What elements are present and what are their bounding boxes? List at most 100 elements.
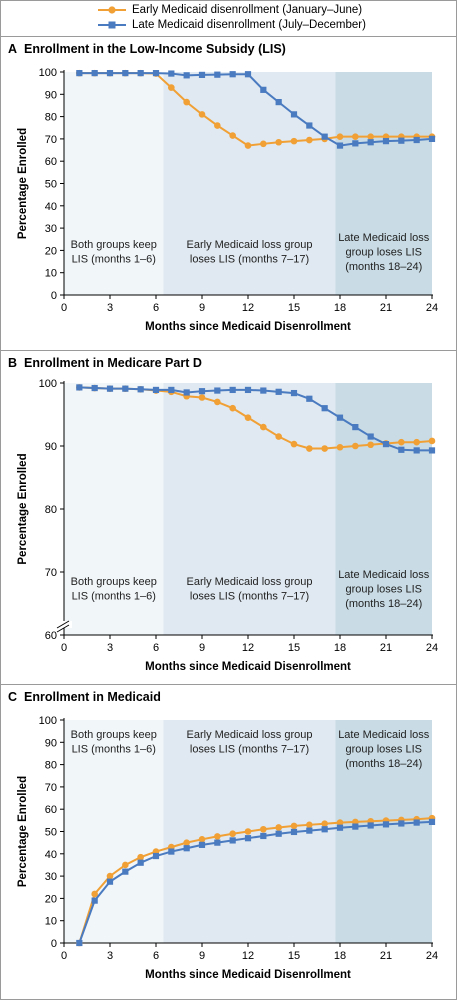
- period-label-line: group loses LIS: [346, 744, 422, 756]
- data-point-early: [413, 438, 420, 446]
- data-point-early: [122, 861, 129, 869]
- data-point-early: [91, 890, 98, 898]
- data-point-late: [168, 848, 175, 855]
- data-point-early: [168, 84, 175, 91]
- data-point-late: [198, 71, 206, 78]
- period-label-line: LIS (months 1–6): [72, 744, 156, 756]
- data-point-late: [198, 841, 206, 848]
- data-point-late: [229, 386, 236, 394]
- legend-label-late: Late Medicaid disenrollment (July–Decemb…: [132, 18, 366, 31]
- data-point-late: [244, 71, 252, 78]
- panel-a-heading: A Enrollment in the Low-Income Subsidy (L…: [8, 42, 286, 56]
- period-label-line: loses LIS (months 7–17): [190, 591, 309, 603]
- y-tick-label: 90: [45, 737, 57, 749]
- x-tick-label: 6: [153, 642, 159, 654]
- x-tick-label: 3: [107, 302, 113, 314]
- period-label: Late Medicaid loss group loses LIS (months…: [338, 232, 430, 273]
- data-point-late: [352, 424, 359, 431]
- x-tick-label: 21: [380, 642, 392, 654]
- data-point-late: [428, 818, 436, 826]
- x-tick-label: 6: [153, 950, 159, 962]
- data-point-late: [137, 70, 144, 77]
- data-point-late: [260, 86, 267, 93]
- data-point-late: [275, 388, 282, 395]
- data-point-late: [275, 830, 282, 837]
- data-point-late: [122, 70, 129, 77]
- x-tick-label: 21: [380, 302, 392, 314]
- data-point-early: [321, 820, 328, 827]
- period-label-line: Early Medicaid loss group: [187, 239, 313, 251]
- data-point-late: [398, 137, 405, 144]
- data-point-late: [260, 387, 267, 394]
- y-tick-label: 10: [45, 916, 57, 928]
- period-shade: [163, 383, 336, 635]
- period-label-line: Both groups keep: [71, 576, 157, 588]
- y-tick-label: 10: [45, 268, 57, 280]
- y-axis-label: Percentage Enrolled: [17, 453, 29, 564]
- y-tick-label: 100: [39, 378, 57, 390]
- data-point-late: [382, 441, 390, 448]
- legend-key-early: [98, 5, 126, 14]
- data-point-late: [137, 386, 144, 393]
- data-point-early: [229, 830, 236, 838]
- x-axis-label: Months since Medicaid Disenrollment: [145, 969, 351, 981]
- panel-a-divider: [1, 36, 456, 37]
- x-tick-label: 15: [288, 642, 300, 654]
- y-axis-label: Percentage Enrolled: [17, 776, 29, 887]
- data-point-early: [306, 445, 313, 452]
- data-point-early: [275, 824, 282, 831]
- axis-break-gap: [56, 621, 72, 628]
- data-point-early: [260, 423, 267, 431]
- y-tick-label: 40: [45, 201, 57, 213]
- y-tick-label: 30: [45, 871, 57, 883]
- data-point-early: [398, 438, 405, 446]
- data-point-late: [336, 142, 344, 149]
- data-point-late: [152, 70, 160, 77]
- axis-break-mark: [56, 620, 70, 629]
- x-tick-label: 3: [107, 950, 113, 962]
- data-point-early: [244, 414, 252, 421]
- period-shade: [64, 720, 164, 943]
- data-point-early: [275, 138, 282, 146]
- period-shade: [335, 720, 432, 943]
- data-point-late: [413, 819, 420, 826]
- period-label-line: (months 18–24): [345, 758, 422, 770]
- data-point-early: [214, 122, 221, 129]
- legend-label-early: Early Medicaid disenrollment (January–Ju…: [132, 3, 363, 16]
- y-tick-label: 90: [45, 89, 57, 101]
- period-shade: [64, 72, 164, 295]
- data-point-early: [290, 440, 298, 448]
- x-tick-label: 15: [288, 302, 300, 314]
- data-point-early: [260, 140, 267, 148]
- data-point-early: [106, 872, 114, 880]
- data-point-early: [260, 825, 267, 833]
- data-point-late: [152, 852, 160, 860]
- data-point-late: [367, 822, 374, 829]
- data-point-early: [198, 394, 206, 401]
- y-tick-label: 50: [45, 827, 57, 839]
- data-point-late: [106, 70, 114, 77]
- data-point-early: [229, 132, 236, 139]
- data-point-late: [290, 828, 298, 836]
- y-tick-label: 80: [45, 112, 57, 124]
- data-point-late: [275, 99, 282, 106]
- data-point-late: [122, 385, 129, 392]
- x-tick-label: 12: [242, 642, 254, 654]
- period-label-line: Early Medicaid loss group: [187, 729, 313, 741]
- period-label-line: Early Medicaid loss group: [187, 576, 313, 588]
- panel-a-letter: A: [8, 42, 18, 56]
- data-point-late: [76, 384, 83, 391]
- data-point-late: [352, 823, 359, 830]
- x-tick-label: 3: [107, 642, 113, 654]
- data-point-late: [91, 897, 98, 904]
- panel-b-title: Enrollment in Medicare Part D: [24, 356, 202, 370]
- period-label-line: Late Medicaid loss: [338, 232, 430, 244]
- data-point-early: [367, 133, 374, 140]
- data-point-late: [367, 139, 374, 146]
- data-point-early: [352, 133, 359, 140]
- period-label: Early Medicaid loss group loses LIS (mont…: [187, 729, 313, 756]
- data-point-late: [321, 133, 328, 140]
- period-label-line: LIS (months 1–6): [72, 591, 156, 603]
- period-label-line: LIS (months 1–6): [72, 254, 156, 266]
